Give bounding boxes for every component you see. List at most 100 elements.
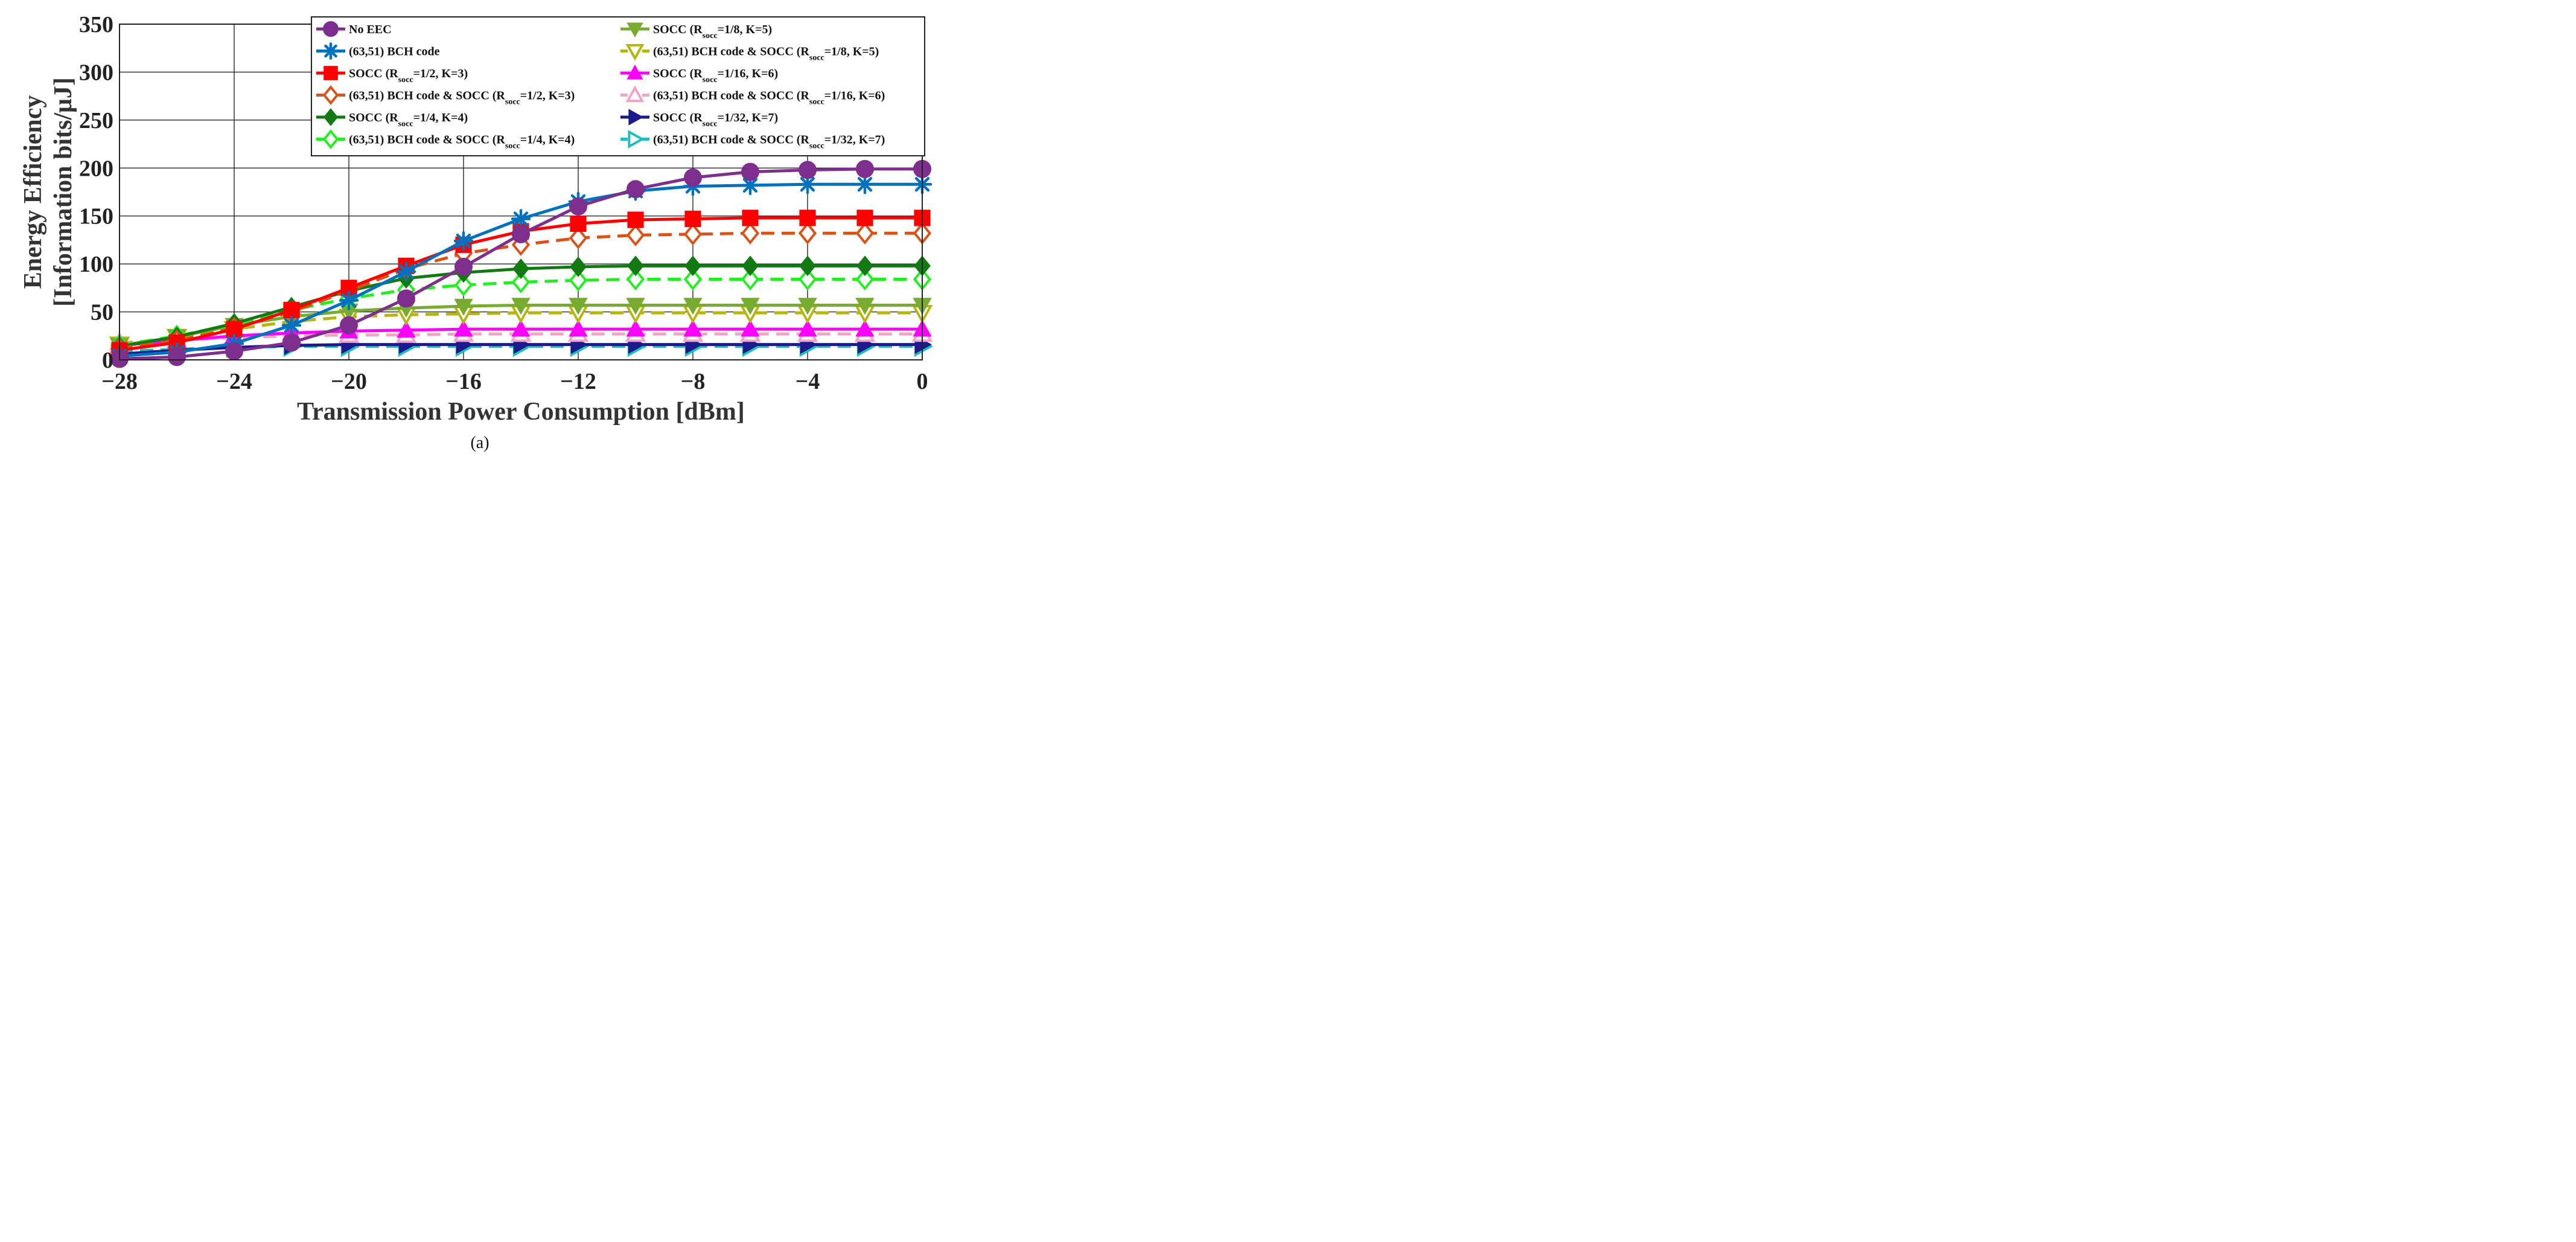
asterisk-stroke (800, 177, 815, 192)
x-tick-label: 0 (917, 369, 928, 394)
asterisk-stroke (857, 177, 873, 192)
legend-label: (63,51) BCH code & SOCC (Rsocc=1/16, K=6… (653, 89, 885, 107)
data-point (741, 268, 760, 291)
legend-marker (323, 108, 339, 126)
legend-marker (322, 129, 339, 149)
y-tick-label: 350 (79, 12, 113, 37)
y-tick-label: 300 (79, 60, 113, 85)
data-point (742, 210, 759, 226)
data-point (683, 223, 703, 246)
data-point (454, 274, 473, 296)
data-point (855, 319, 875, 337)
data-point (396, 261, 416, 282)
data-point (454, 298, 473, 316)
x-tick-label: −12 (560, 369, 596, 394)
legend-item: SOCC (Rsocc=1/32, K=7) (620, 109, 778, 129)
data-point (741, 222, 760, 245)
legend-label: No EEC (349, 23, 392, 36)
data-point (570, 256, 587, 277)
tick-labels: −28 −24 −20 −16 −12 −8 −4 0 0 50 100 150 200 250 300 35… (79, 12, 928, 394)
data-point (511, 319, 531, 337)
legend-item: (63,51) BCH code & SOCC (Rsocc=1/2, K=3) (316, 85, 575, 107)
data-point (683, 319, 703, 337)
y-tick-label: 50 (91, 300, 113, 325)
data-point (799, 210, 816, 226)
data-point (684, 210, 701, 228)
data-point (856, 210, 873, 226)
x-tick-label: −24 (216, 369, 252, 394)
legend-marker (322, 42, 340, 60)
data-point (454, 319, 473, 337)
legend-marker (324, 66, 338, 80)
data-point (168, 348, 186, 367)
asterisk-stroke (456, 233, 471, 249)
x-tick-label: −28 (101, 369, 138, 394)
legend-item: SOCC (Rsocc=1/4, K=4) (316, 108, 468, 129)
data-point (569, 298, 588, 315)
data-point (626, 268, 645, 291)
legend: No EEC (63,51) BCH code SOCC (Rsocc=1/2, K… (311, 16, 925, 156)
data-point (799, 161, 817, 179)
data-point (742, 255, 759, 277)
data-point (798, 222, 817, 245)
data-point (397, 320, 416, 338)
data-point (799, 255, 816, 277)
data-point (683, 298, 703, 315)
data-point (798, 319, 817, 337)
data-point (626, 223, 645, 247)
series-0 (110, 159, 931, 368)
data-point (626, 319, 645, 337)
data-point (511, 209, 531, 229)
asterisk-stroke (742, 178, 758, 193)
series-layer (109, 159, 934, 368)
y-axis-label-line2: [Information bits/μJ] (49, 77, 77, 307)
data-point (512, 225, 530, 243)
data-point (797, 174, 818, 194)
x-tick-label: −4 (795, 369, 820, 394)
data-point (855, 174, 875, 194)
data-point (741, 162, 759, 181)
data-point (569, 319, 588, 337)
legend-item: SOCC (Rsocc=1/16, K=6) (620, 64, 778, 85)
legend-label: SOCC (Rsocc=1/8, K=5) (653, 23, 772, 40)
legend-label: SOCC (Rsocc=1/2, K=3) (349, 67, 468, 85)
data-point (855, 298, 875, 315)
legend-item: (63,51) BCH code & SOCC (Rsocc=1/4, K=4) (316, 129, 575, 151)
data-point (626, 298, 645, 315)
data-point (626, 180, 645, 199)
data-point (855, 268, 875, 291)
data-point (512, 258, 529, 280)
legend-marker (625, 85, 645, 103)
legend-marker (628, 109, 644, 126)
legend-label: (63,51) BCH code (349, 45, 440, 59)
legend-marker (626, 64, 643, 80)
asterisk-stroke (341, 293, 357, 308)
legend-item: (63,51) BCH code (316, 42, 440, 60)
asterisk-stroke (513, 211, 529, 226)
x-tick-label: −8 (681, 369, 706, 394)
figure-caption: (a) (470, 434, 489, 452)
y-axis-label-line1: Energy Efficiency (19, 95, 47, 289)
data-point (627, 255, 644, 277)
data-point (453, 231, 474, 251)
legend-marker (322, 85, 339, 105)
legend-item: SOCC (Rsocc=1/8, K=5) (620, 22, 772, 40)
asterisk-stroke (324, 44, 337, 58)
data-point (741, 319, 760, 337)
data-point (741, 298, 760, 315)
asterisk-stroke (398, 264, 414, 280)
data-point (339, 290, 359, 310)
legend-marker (626, 22, 643, 38)
data-point (856, 159, 874, 178)
data-point (225, 342, 243, 360)
legend-item: SOCC (Rsocc=1/2, K=3) (316, 66, 468, 85)
data-point (569, 226, 588, 249)
data-point (684, 168, 702, 187)
data-point (569, 197, 587, 216)
legend-marker (628, 130, 645, 149)
y-tick-label: 0 (102, 348, 113, 373)
data-point (684, 255, 701, 277)
data-point (340, 316, 358, 335)
data-point (281, 315, 302, 336)
data-point (569, 269, 588, 292)
